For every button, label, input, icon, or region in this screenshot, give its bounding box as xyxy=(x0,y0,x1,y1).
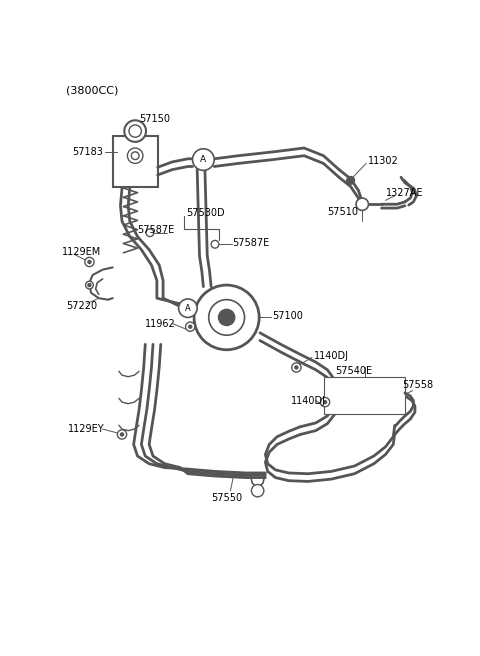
Circle shape xyxy=(132,152,139,159)
Text: 1129EM: 1129EM xyxy=(61,247,101,257)
Circle shape xyxy=(211,240,219,248)
Circle shape xyxy=(85,257,94,266)
Circle shape xyxy=(347,176,355,184)
Text: A: A xyxy=(185,304,191,313)
Text: 57100: 57100 xyxy=(272,311,303,321)
Circle shape xyxy=(252,485,264,497)
Text: (3800CC): (3800CC) xyxy=(66,85,119,95)
Circle shape xyxy=(186,322,195,331)
Text: 57540E: 57540E xyxy=(335,366,372,377)
Text: 57587E: 57587E xyxy=(137,226,175,236)
Text: 1140DJ: 1140DJ xyxy=(291,396,326,405)
Bar xyxy=(113,136,157,186)
Text: 57510: 57510 xyxy=(327,207,359,217)
Circle shape xyxy=(194,285,259,350)
Text: 57558: 57558 xyxy=(403,380,433,390)
Circle shape xyxy=(85,281,93,289)
Circle shape xyxy=(209,300,244,335)
Text: 57220: 57220 xyxy=(66,301,97,311)
Text: 1129EY: 1129EY xyxy=(68,424,104,434)
Circle shape xyxy=(124,120,146,142)
Bar xyxy=(324,377,405,415)
Text: A: A xyxy=(200,155,206,164)
Circle shape xyxy=(324,401,326,403)
Circle shape xyxy=(88,283,91,287)
Text: 57530D: 57530D xyxy=(186,209,225,218)
Circle shape xyxy=(292,363,301,372)
Text: 57550: 57550 xyxy=(211,493,242,503)
Circle shape xyxy=(120,433,123,436)
Text: 11302: 11302 xyxy=(369,156,399,166)
Text: 11962: 11962 xyxy=(145,319,176,329)
Circle shape xyxy=(356,198,369,211)
Circle shape xyxy=(179,299,197,318)
Text: 1140DJ: 1140DJ xyxy=(314,351,349,361)
Text: 57183: 57183 xyxy=(72,147,103,157)
Circle shape xyxy=(117,430,127,439)
Circle shape xyxy=(321,398,330,407)
Text: 1327AE: 1327AE xyxy=(385,188,423,197)
Circle shape xyxy=(88,260,91,264)
Circle shape xyxy=(295,366,298,369)
Circle shape xyxy=(218,310,235,325)
Circle shape xyxy=(189,325,192,328)
Circle shape xyxy=(127,148,143,163)
Circle shape xyxy=(192,149,214,171)
Circle shape xyxy=(129,125,142,137)
Circle shape xyxy=(146,229,154,237)
Text: 57150: 57150 xyxy=(139,113,170,124)
Text: 57587E: 57587E xyxy=(232,237,269,248)
